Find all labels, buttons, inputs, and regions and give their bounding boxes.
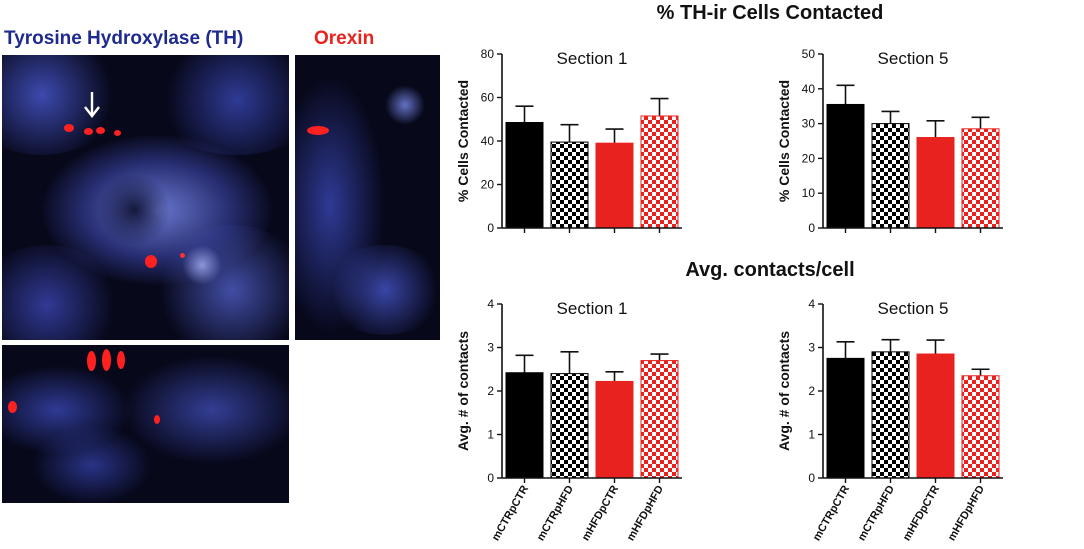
bar-mHFDpHFD [961, 375, 1000, 479]
x-tick-label: mCTRpCTR [490, 483, 531, 542]
chart-title: Section 5 [878, 299, 949, 318]
y-tick-label: 4 [808, 297, 815, 311]
y-tick-label: 2 [487, 384, 494, 398]
chart-title: Section 1 [557, 299, 628, 318]
th-legend-label: Tyrosine Hydroxylase (TH) [4, 28, 244, 49]
y-tick-label: 2 [808, 384, 815, 398]
y-tick-label: 10 [802, 186, 816, 200]
bar-mCTRpHFD [550, 141, 589, 229]
bar-mHFDpHFD [640, 115, 679, 229]
bar-mCTRpCTR [826, 103, 865, 229]
chart-title: Section 1 [557, 49, 628, 68]
bar-mHFDpHFD [961, 128, 1000, 229]
down-arrow-icon [84, 92, 100, 118]
x-tick-label: mCTRpCTR [811, 483, 852, 542]
y-tick-label: 1 [808, 428, 815, 442]
bottom-micrograph [2, 345, 289, 503]
bar-mCTRpHFD [871, 123, 910, 229]
y-tick-label: 30 [802, 117, 816, 131]
x-tick-label: mCTRpHFD [535, 483, 576, 542]
x-tick-label: mHFDpCTR [580, 483, 621, 542]
y-tick-label: 40 [481, 134, 495, 148]
y-tick-label: 0 [808, 471, 815, 485]
x-tick-label: mHFDpHFD [946, 483, 987, 542]
y-tick-label: 4 [487, 297, 494, 311]
side-micrograph [295, 55, 440, 340]
top-heading: % TH-ir Cells Contacted [656, 2, 884, 24]
x-tick-label: mHFDpCTR [901, 483, 942, 542]
y-axis-label: Avg. # of contacts [776, 331, 792, 451]
bar-mHFDpCTR [595, 142, 634, 229]
y-tick-label: 40 [802, 82, 816, 96]
main-micrograph [2, 55, 289, 340]
bar-mHFDpCTR [916, 353, 955, 479]
bar-mHFDpCTR [595, 380, 634, 479]
y-tick-label: 0 [487, 221, 494, 235]
y-tick-label: 0 [808, 221, 815, 235]
x-tick-label: mHFDpHFD [625, 483, 666, 542]
y-tick-label: 1 [487, 428, 494, 442]
bar-mHFDpCTR [916, 137, 955, 229]
x-tick-label: mCTRpHFD [856, 483, 897, 542]
y-tick-label: 20 [802, 151, 816, 165]
chart-title: Section 5 [878, 49, 949, 68]
bar-mCTRpHFD [550, 373, 589, 479]
y-tick-label: 0 [487, 471, 494, 485]
y-tick-label: 80 [481, 47, 495, 61]
bar-mCTRpCTR [826, 357, 865, 479]
bar-mHFDpHFD [640, 360, 679, 479]
y-tick-label: 20 [481, 178, 495, 192]
bar-mCTRpCTR [505, 372, 544, 479]
y-axis-label: % Cells Contacted [455, 80, 471, 202]
bar-mCTRpHFD [871, 351, 910, 479]
bar-mCTRpCTR [505, 122, 544, 229]
y-axis-label: % Cells Contacted [776, 80, 792, 202]
y-tick-label: 60 [481, 91, 495, 105]
y-axis-label: Avg. # of contacts [455, 331, 471, 451]
y-tick-label: 3 [808, 341, 815, 355]
y-tick-label: 50 [802, 47, 816, 61]
y-tick-label: 3 [487, 341, 494, 355]
orexin-legend-label: Orexin [314, 28, 375, 49]
bottom-heading: Avg. contacts/cell [685, 259, 855, 281]
